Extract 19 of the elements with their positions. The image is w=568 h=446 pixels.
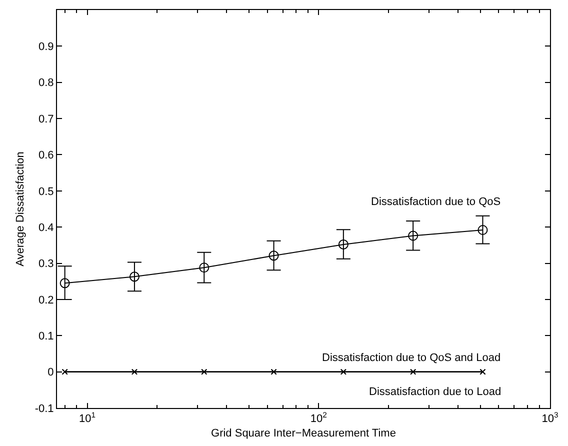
y-tick-label: 0.9 (38, 41, 54, 54)
text: Dissatisfaction due to QoS (371, 196, 501, 208)
y-tick-label: 0.8 (38, 77, 54, 90)
y-tick-label: 0.4 (38, 222, 54, 234)
series-label: Dissatisfaction due to Load (369, 386, 502, 398)
y-tick-label: 0.5 (38, 186, 54, 198)
y-tick-label: 0.1 (38, 330, 54, 342)
x-tick-label: 10$^{2}$ (310, 410, 327, 426)
x-axis-title: Grid Square Inter−Measurement Time (211, 427, 396, 440)
y-tick-label: 0.7 (38, 113, 54, 126)
x-tick-label: 10$^{1}$ (78, 410, 96, 426)
series-label: Dissatisfaction due to QoS and Load (322, 352, 501, 364)
y-tick-label: 0.2 (38, 294, 54, 306)
y-tick-label: 0.3 (38, 258, 54, 270)
y-tick-label: 0 (48, 366, 54, 379)
x-tick-label: 10$^{3}$ (542, 410, 558, 426)
y-tick-label: -0.1 (34, 402, 54, 415)
y-axis-title: Average Dissatisfaction (14, 152, 26, 266)
y-tick-label: 0.6 (38, 150, 54, 162)
